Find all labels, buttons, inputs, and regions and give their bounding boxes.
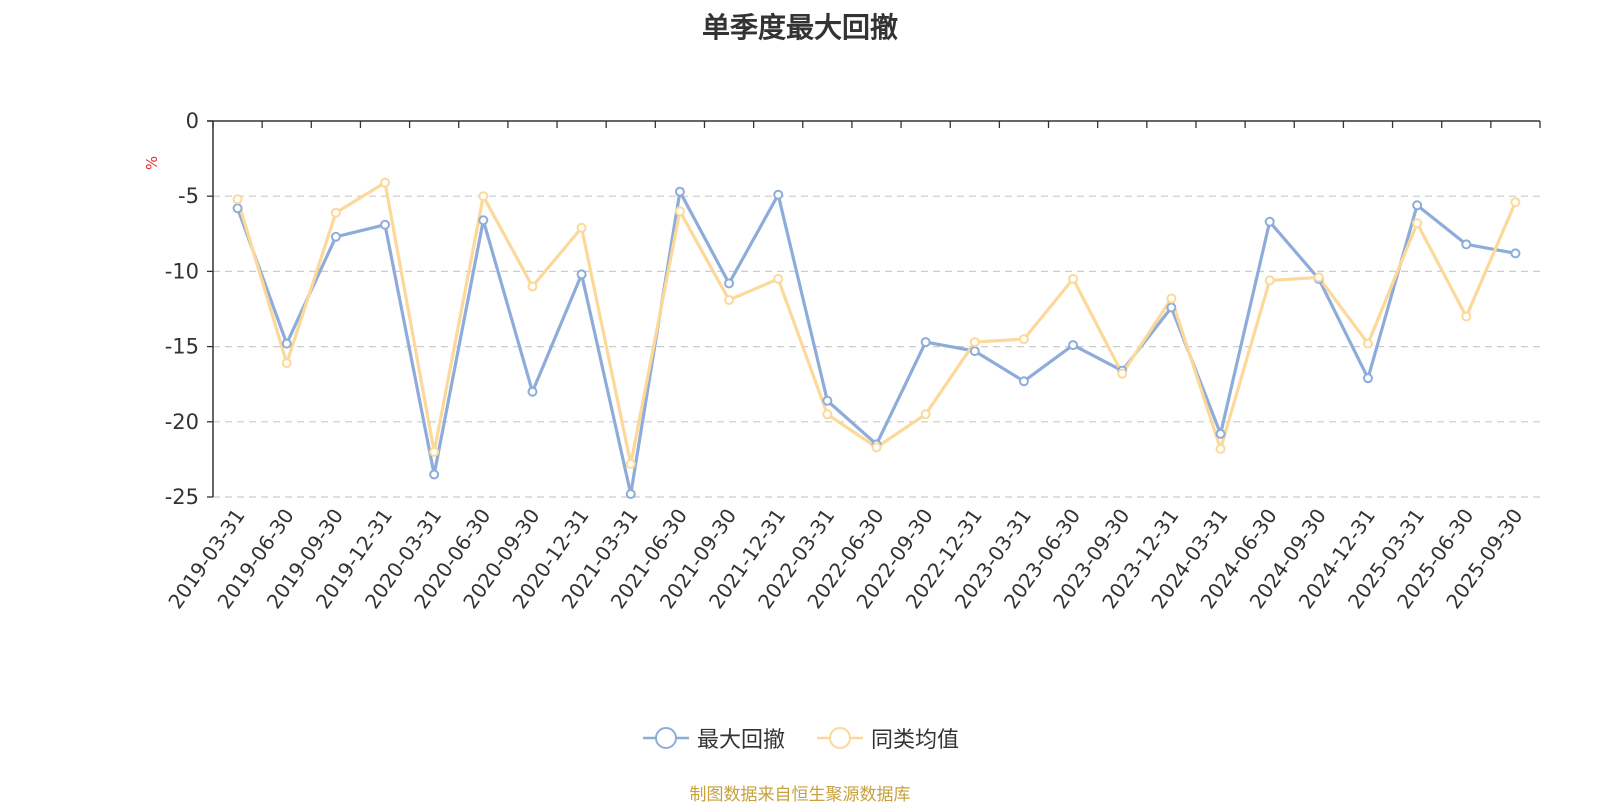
y-tick-label: -25 xyxy=(165,485,199,509)
data-point xyxy=(380,177,391,188)
legend-label: 同类均值 xyxy=(871,728,960,753)
data-point xyxy=(478,215,489,226)
legend-item[interactable]: 同类均值 xyxy=(815,722,959,754)
data-point xyxy=(1264,275,1275,286)
data-point xyxy=(576,222,587,233)
data-point xyxy=(1313,272,1324,283)
data-point xyxy=(429,469,440,480)
grid-lines xyxy=(213,195,1540,498)
data-point xyxy=(576,269,587,280)
data-point xyxy=(1412,200,1423,211)
series-lines xyxy=(232,177,1521,499)
data-point xyxy=(773,273,784,284)
y-tick-label: -20 xyxy=(165,410,199,434)
data-point xyxy=(429,446,440,457)
data-point xyxy=(1166,302,1177,313)
data-point xyxy=(1362,373,1373,384)
data-point xyxy=(527,281,538,292)
legend: 最大回撤 同类均值 xyxy=(0,722,1600,754)
data-point xyxy=(1412,218,1423,229)
data-point xyxy=(871,442,882,453)
data-point xyxy=(380,219,391,230)
data-point xyxy=(674,206,685,217)
source-note: 制图数据来自恒生聚源数据库 xyxy=(689,785,911,805)
y-tick-label: -5 xyxy=(178,184,199,208)
data-point xyxy=(330,231,341,242)
data-point xyxy=(281,338,292,349)
data-point xyxy=(281,358,292,369)
data-point xyxy=(920,409,931,420)
data-point xyxy=(724,294,735,305)
data-point xyxy=(1018,376,1029,387)
legend-symbol-icon xyxy=(642,727,689,749)
data-point xyxy=(822,409,833,420)
legend-item[interactable]: 最大回撤 xyxy=(641,722,785,754)
data-point xyxy=(1510,248,1521,259)
data-point xyxy=(969,346,980,357)
data-point xyxy=(674,186,685,197)
data-point xyxy=(527,386,538,397)
data-point xyxy=(1510,197,1521,208)
y-axis-unit-label: % xyxy=(143,156,161,170)
data-point xyxy=(1215,443,1226,454)
data-point xyxy=(625,488,636,499)
data-point xyxy=(773,189,784,200)
data-point xyxy=(1264,216,1275,227)
legend-symbol-icon xyxy=(817,727,863,749)
axes: 0-5-10-15-20-252019-03-312019-06-302019-… xyxy=(163,109,1541,613)
data-point xyxy=(232,194,243,205)
data-point xyxy=(969,337,980,348)
data-point xyxy=(822,395,833,406)
data-point xyxy=(232,203,243,214)
data-point xyxy=(1068,340,1079,351)
y-tick-label: -10 xyxy=(165,259,199,283)
data-point xyxy=(1215,428,1226,439)
data-point xyxy=(1166,293,1177,304)
data-point xyxy=(330,207,341,218)
data-point xyxy=(1117,368,1128,379)
y-tick-label: -15 xyxy=(165,335,199,359)
y-tick-label: 0 xyxy=(186,109,199,133)
data-point xyxy=(1068,273,1079,284)
data-point xyxy=(1362,338,1373,349)
legend-label: 最大回撤 xyxy=(696,728,785,753)
chart-title: 单季度最大回撤 xyxy=(701,11,898,44)
data-point xyxy=(625,458,636,469)
data-point xyxy=(1461,311,1472,322)
data-point xyxy=(478,191,489,202)
data-point xyxy=(724,278,735,289)
data-point xyxy=(1018,334,1029,345)
data-point xyxy=(920,337,931,348)
data-point xyxy=(1461,239,1472,250)
